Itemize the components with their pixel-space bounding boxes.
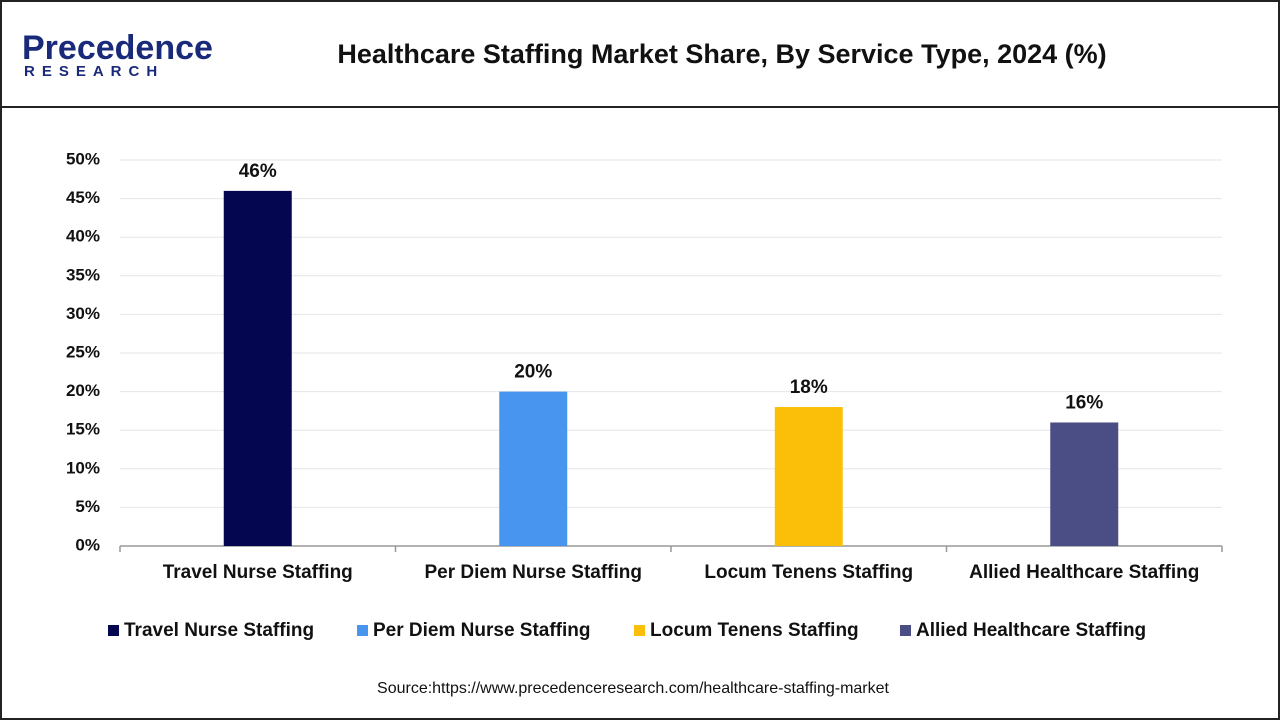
source: Source:https://www.precedenceresearch.co…: [377, 680, 890, 697]
x-tick-label: Travel Nurse Staffing: [163, 562, 353, 583]
x-tick-label: Locum Tenens Staffing: [704, 562, 913, 583]
value-label: 16%: [1065, 392, 1103, 413]
legend-swatch: [634, 625, 645, 636]
y-tick-label: 40%: [66, 227, 100, 246]
logo-name: Precedence: [22, 29, 213, 67]
value-label: 20%: [514, 362, 552, 383]
legend-swatch: [900, 625, 911, 636]
y-tick-label: 45%: [66, 188, 100, 207]
bar: [223, 190, 292, 546]
x-tick-label: Per Diem Nurse Staffing: [425, 562, 643, 583]
y-tick-label: 50%: [66, 149, 100, 168]
legend-label: Allied Healthcare Staffing: [916, 620, 1146, 641]
y-tick-label: 0%: [75, 535, 100, 554]
y-tick-label: 25%: [66, 342, 100, 361]
legend-swatch: [108, 625, 119, 636]
legend-label: Locum Tenens Staffing: [650, 620, 859, 641]
y-tick-label: 5%: [75, 497, 100, 516]
value-label: 46%: [239, 161, 277, 182]
y-tick-label: 30%: [66, 304, 100, 323]
y-tick-label: 35%: [66, 265, 100, 284]
bar: [1050, 422, 1119, 546]
x-tick-label: Allied Healthcare Staffing: [969, 562, 1199, 583]
legend-swatch: [357, 625, 368, 636]
bar: [499, 391, 568, 546]
logo-tagline: RESEARCH: [24, 63, 164, 80]
value-label: 18%: [790, 377, 828, 398]
y-tick-label: 15%: [66, 420, 100, 439]
legend-label: Per Diem Nurse Staffing: [373, 620, 591, 641]
chart-title: Healthcare Staffing Market Share, By Ser…: [337, 39, 1106, 69]
y-tick-label: 20%: [66, 381, 100, 400]
legend-label: Travel Nurse Staffing: [124, 620, 314, 641]
bar: [774, 407, 843, 546]
y-tick-label: 10%: [66, 458, 100, 477]
